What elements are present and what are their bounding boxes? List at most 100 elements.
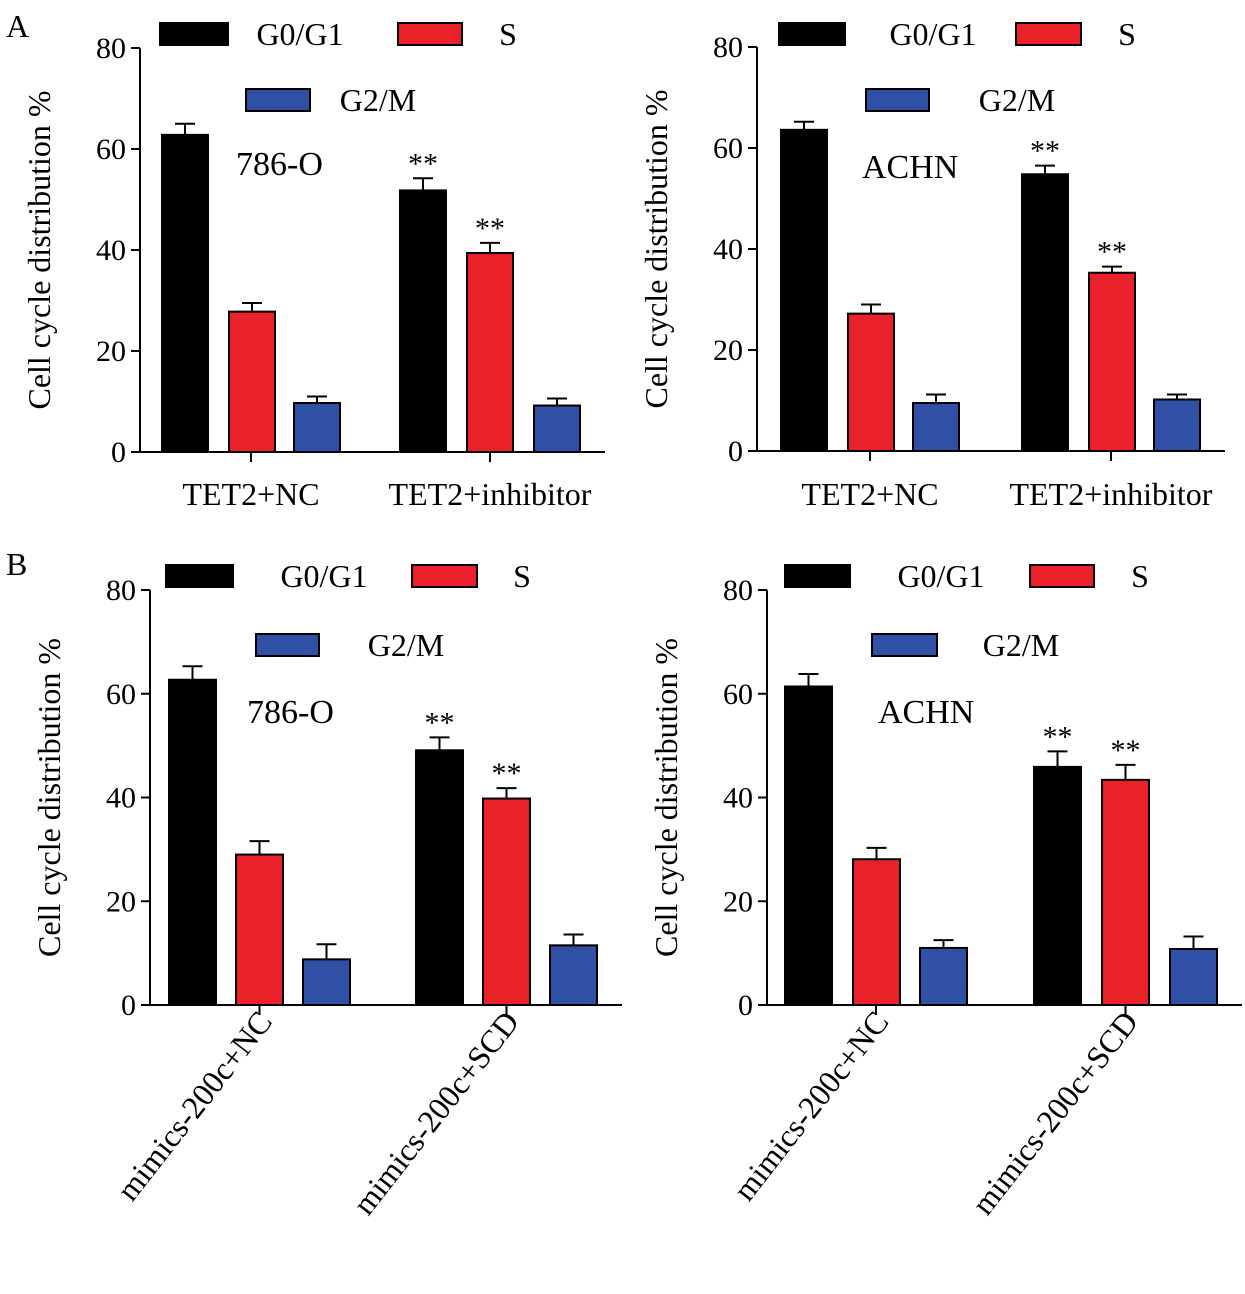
legend-swatch-g2m bbox=[255, 633, 320, 657]
bar-s-2 bbox=[1088, 271, 1136, 452]
y-tick-label: 40 bbox=[713, 233, 743, 266]
cell-line-label-786-O: 786-O bbox=[247, 694, 334, 731]
bar-g0g1-1 bbox=[161, 133, 209, 454]
chart-panel-a-achn: 0 20 40 60 80 Cell cycle distribution % TET2+N… bbox=[638, 16, 1225, 512]
y-tick-label: 0 bbox=[121, 989, 136, 1022]
legend-label-s: S bbox=[1131, 558, 1149, 594]
y-axis-title: Cell cycle distribution % bbox=[638, 89, 674, 408]
bar-g0g1-2 bbox=[399, 189, 447, 453]
y-tick-label: 40 bbox=[106, 782, 136, 815]
y-tick-label: 40 bbox=[96, 234, 126, 267]
legend-label-g2m: G2/M bbox=[368, 627, 444, 663]
panel-letter-a: A bbox=[6, 8, 30, 44]
legend-label-g0g1: G0/G1 bbox=[897, 558, 984, 594]
legend-swatch-g2m bbox=[245, 88, 311, 112]
x-category-label: mimics-200c+NC bbox=[726, 1004, 896, 1207]
legend-label-g2m: G2/M bbox=[983, 627, 1059, 663]
bar-g0g1-2 bbox=[1021, 173, 1069, 452]
legend-label-s: S bbox=[513, 558, 531, 594]
cell-line-label-786-O: 786-O bbox=[236, 146, 323, 183]
legend-label-s: S bbox=[499, 16, 517, 52]
chart-panel-a-786-o: 0 20 40 60 80 Cell cycle distribution % TET2+N… bbox=[21, 16, 605, 512]
significance-label: ** bbox=[1111, 734, 1141, 767]
bar-s-2 bbox=[482, 797, 531, 1006]
legend-label-g0g1: G0/G1 bbox=[889, 16, 976, 52]
y-tick-label: 80 bbox=[106, 574, 136, 607]
y-tick-label: 0 bbox=[738, 989, 753, 1022]
bar-s-1 bbox=[852, 858, 901, 1007]
bar-s-2 bbox=[1101, 778, 1150, 1006]
significance-label: ** bbox=[1043, 720, 1073, 753]
y-tick-label: 20 bbox=[96, 335, 126, 368]
legend-swatch-g0g1 bbox=[778, 22, 846, 46]
y-tick-label: 60 bbox=[713, 132, 743, 165]
legend-swatch-s bbox=[1029, 564, 1095, 588]
x-category-label: mimics-200c+SCD bbox=[964, 1004, 1145, 1221]
y-tick-label: 60 bbox=[106, 678, 136, 711]
y-tick-label: 0 bbox=[111, 436, 126, 469]
bar-g2m-1 bbox=[912, 402, 960, 452]
significance-label: ** bbox=[492, 757, 522, 790]
x-category-label: mimics-200c+SCD bbox=[345, 1004, 526, 1221]
y-axis-title: Cell cycle distribution % bbox=[648, 638, 684, 957]
x-category-label: TET2+inhibitor bbox=[1010, 476, 1213, 512]
legend-swatch-g0g1 bbox=[165, 564, 234, 588]
y-tick-label: 40 bbox=[723, 782, 753, 815]
y-tick-label: 20 bbox=[106, 885, 136, 918]
bar-g0g1-2 bbox=[1033, 765, 1082, 1006]
y-tick-label: 80 bbox=[96, 32, 126, 65]
legend-swatch-g0g1 bbox=[784, 564, 851, 588]
cell-line-label-ACHN: ACHN bbox=[862, 149, 958, 186]
bar-s-2 bbox=[466, 252, 514, 453]
x-category-label: TET2+NC bbox=[801, 476, 938, 512]
legend-label-g2m: G2/M bbox=[979, 82, 1055, 118]
bar-g2m-1 bbox=[293, 402, 341, 454]
chart-panel-b-786-o: 0 20 40 60 80 Cell cycle distribution % mimics… bbox=[31, 558, 622, 1221]
legend-label-s: S bbox=[1118, 16, 1136, 52]
legend-label-g2m: G2/M bbox=[340, 82, 416, 118]
legend-label-g0g1: G0/G1 bbox=[256, 16, 343, 52]
panel-letter-b: B bbox=[6, 546, 28, 582]
y-tick-label: 60 bbox=[723, 678, 753, 711]
significance-label: ** bbox=[1097, 236, 1127, 269]
y-tick-label: 80 bbox=[723, 574, 753, 607]
bar-g2m-2 bbox=[1153, 398, 1201, 452]
bar-s-1 bbox=[228, 310, 276, 453]
significance-label: ** bbox=[1030, 135, 1060, 168]
bar-g0g1-1 bbox=[780, 128, 828, 452]
bar-g2m-1 bbox=[919, 946, 968, 1006]
legend-swatch-s bbox=[397, 22, 463, 46]
legend-swatch-g2m bbox=[865, 88, 930, 112]
x-category-label: TET2+NC bbox=[182, 476, 319, 512]
bar-g2m-1 bbox=[302, 958, 351, 1006]
y-axis-title: Cell cycle distribution % bbox=[31, 638, 67, 957]
legend-swatch-g0g1 bbox=[159, 22, 229, 46]
x-category-label: mimics-200c+NC bbox=[109, 1004, 279, 1207]
legend-label-g0g1: G0/G1 bbox=[280, 558, 367, 594]
y-tick-label: 0 bbox=[728, 435, 743, 468]
legend-swatch-s bbox=[1015, 22, 1082, 46]
legend-swatch-s bbox=[411, 564, 478, 588]
y-tick-label: 20 bbox=[713, 334, 743, 367]
bar-g0g1-2 bbox=[415, 749, 464, 1007]
y-tick-label: 80 bbox=[713, 31, 743, 64]
bar-g0g1-1 bbox=[784, 685, 833, 1006]
significance-label: ** bbox=[408, 147, 438, 180]
bar-s-1 bbox=[847, 312, 895, 453]
bar-s-1 bbox=[235, 853, 284, 1006]
cell-line-label-ACHN: ACHN bbox=[878, 694, 974, 731]
legend-swatch-g2m bbox=[871, 633, 938, 657]
bar-g0g1-1 bbox=[168, 678, 217, 1007]
significance-label: ** bbox=[425, 706, 455, 739]
chart-panel-b-achn: 0 20 40 60 80 Cell cycle distribution % mimics… bbox=[648, 558, 1242, 1221]
bar-g2m-2 bbox=[533, 404, 581, 454]
significance-label: ** bbox=[475, 212, 505, 245]
y-tick-label: 20 bbox=[723, 885, 753, 918]
y-tick-label: 60 bbox=[96, 133, 126, 166]
bar-g2m-2 bbox=[1169, 947, 1218, 1006]
y-axis-title: Cell cycle distribution % bbox=[21, 90, 57, 409]
bar-g2m-2 bbox=[549, 944, 598, 1006]
x-category-label: TET2+inhibitor bbox=[389, 476, 592, 512]
